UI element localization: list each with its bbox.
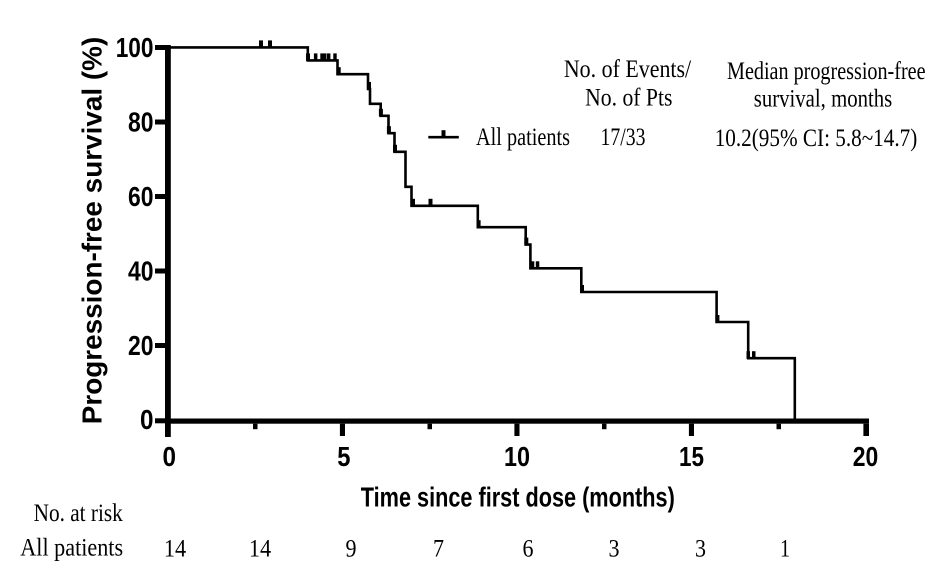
svg-text:80: 80 (128, 107, 154, 138)
svg-text:Median progression-free: Median progression-free (727, 58, 926, 85)
svg-text:20: 20 (128, 330, 154, 361)
svg-text:14: 14 (164, 535, 187, 562)
svg-text:7: 7 (433, 535, 444, 562)
svg-text:3: 3 (609, 535, 620, 562)
svg-text:10.2(95% CI: 5.8~14.7): 10.2(95% CI: 5.8~14.7) (715, 125, 918, 152)
svg-text:No. at risk: No. at risk (34, 500, 124, 527)
svg-text:0: 0 (140, 404, 154, 435)
svg-text:100: 100 (116, 32, 154, 63)
svg-text:All patients: All patients (20, 534, 123, 561)
svg-text:20: 20 (853, 441, 879, 472)
svg-text:survival, months: survival, months (754, 86, 893, 113)
svg-text:9: 9 (346, 535, 357, 562)
svg-text:60: 60 (128, 181, 154, 212)
svg-text:No. of Pts: No. of Pts (585, 84, 672, 111)
svg-text:40: 40 (128, 256, 154, 287)
svg-text:No. of Events/: No. of Events/ (564, 56, 691, 83)
svg-text:1: 1 (780, 535, 790, 562)
svg-text:Time since first dose (months): Time since first dose (months) (361, 481, 675, 512)
svg-text:14: 14 (249, 535, 272, 562)
svg-text:10: 10 (504, 441, 530, 472)
svg-text:17/33: 17/33 (601, 124, 646, 151)
svg-text:5: 5 (337, 441, 350, 472)
svg-text:3: 3 (695, 535, 706, 562)
svg-text:15: 15 (679, 441, 704, 472)
svg-text:All patients: All patients (476, 124, 570, 151)
svg-text:Progression-free survival (%): Progression-free survival (%) (77, 37, 108, 425)
svg-text:0: 0 (163, 441, 177, 472)
svg-text:6: 6 (523, 535, 534, 562)
